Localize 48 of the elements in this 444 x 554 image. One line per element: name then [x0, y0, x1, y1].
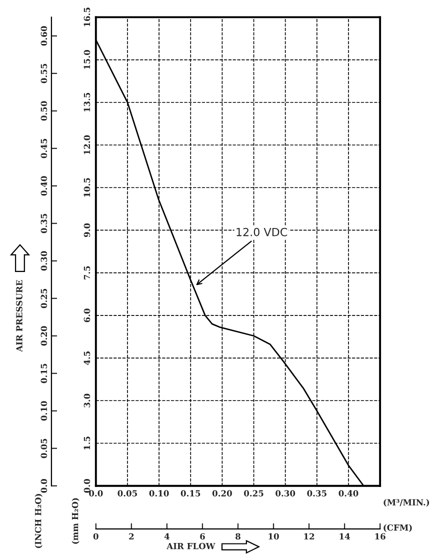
x-tick-label: 0.35 [307, 490, 326, 496]
text: AIR FLOW [166, 542, 216, 550]
y2-tick-label: 0.50 [40, 101, 48, 121]
annotation: 12.0 VDC [236, 228, 288, 236]
x2-axis-title: (CFM) [384, 524, 412, 532]
x-tick-label: 0.15 [180, 490, 200, 496]
text: AIR PRESSURE [16, 280, 22, 352]
y-tick-label: 3.0 [84, 394, 90, 408]
x2-tick-label: 0 [93, 533, 98, 540]
x-tick-label: 0.30 [276, 490, 296, 496]
y2-tick-label: 0.05 [40, 438, 48, 458]
y2-tick-label: 0.60 [40, 26, 48, 46]
x2-tick-label: 16 [375, 533, 386, 540]
x-tick-label: 0.0 [89, 490, 103, 496]
x2-tick-label: 14 [340, 533, 350, 540]
y-tick-label: 1.5 [84, 436, 90, 450]
y2-tick-label: 0.20 [40, 326, 48, 346]
y-tick-label: 10.5 [84, 178, 90, 197]
y-tick-label: 12.0 [84, 135, 90, 154]
x-tick-label: 0.25 [244, 490, 264, 496]
x2-tick-label: 8 [236, 533, 240, 540]
y-tick-label: 15.0 [84, 50, 90, 69]
y2-tick-label: 0.10 [40, 401, 48, 421]
y-tick-label: 4.5 [84, 351, 90, 365]
y2-tick-label: 0.30 [40, 251, 48, 271]
y-tick-label: 9.0 [84, 223, 90, 238]
y-tick-label: 16.5 [84, 8, 90, 26]
x2-tick-label: 12 [304, 533, 314, 540]
x2-tick-label: 6 [200, 533, 205, 540]
y2-tick-label: 0.15 [40, 364, 48, 384]
y-tick-label: 13.5 [84, 92, 90, 112]
y2-tick-label: 0.35 [40, 214, 48, 234]
y-axis-title: (mm H₂O) [72, 498, 80, 544]
y2-tick-label: 0.55 [40, 64, 48, 84]
x-tick-label: 0.10 [149, 490, 169, 496]
x2-tick-label: 10 [268, 533, 279, 540]
y2-tick-label: 0.45 [40, 138, 48, 158]
x-tick-label: 0.40 [338, 490, 358, 496]
x2-tick-label: 2 [129, 533, 134, 540]
x2-tick-label: 4 [164, 533, 170, 540]
x-tick-label: 0.05 [118, 490, 137, 496]
y-tick-label: 6.0 [84, 308, 90, 322]
x-axis-title: (M³/MIN.) [384, 498, 430, 507]
x-tick-label: 0.20 [212, 490, 232, 496]
y2-axis-title: (INCH H₂O) [34, 494, 42, 548]
y2-tick-label: 0.40 [40, 176, 48, 196]
y-tick-label: 7.5 [84, 266, 90, 280]
y2-tick-label: 0.25 [40, 288, 48, 308]
